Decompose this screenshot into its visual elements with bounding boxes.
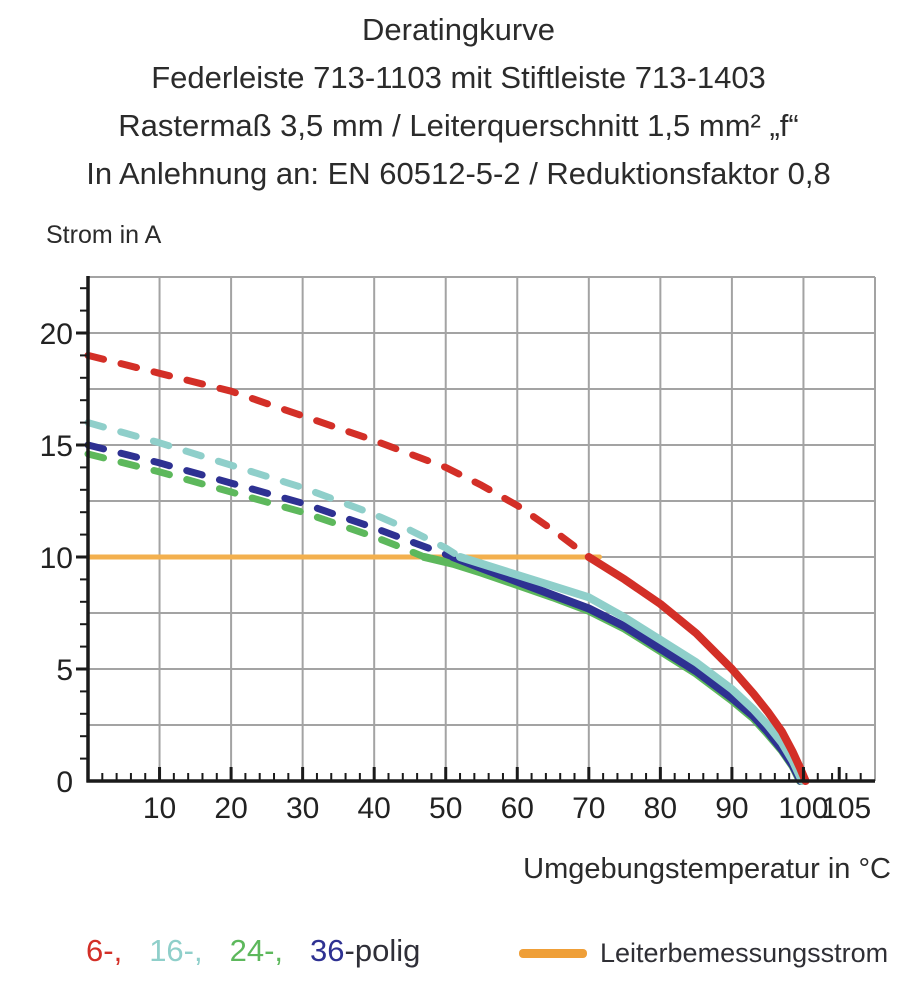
x-tick-label: 80	[644, 792, 677, 825]
chart-title-line-3: Rastermaß 3,5 mm / Leiterquerschnitt 1,5…	[118, 108, 799, 143]
x-tick-label: 90	[715, 792, 748, 825]
legend-pole-item: 36	[310, 933, 345, 968]
y-axis-title: Strom in A	[46, 221, 162, 249]
x-tick-label: 105	[821, 792, 871, 825]
legend-pole-item: 16-,	[149, 933, 203, 968]
legend-pole-item: -polig	[344, 933, 421, 968]
y-tick-label: 15	[40, 430, 73, 463]
rated-current-label: Leiterbemessungsstrom	[600, 938, 889, 968]
legend-pole-item: 6-,	[86, 933, 123, 968]
chart-title-line-1: Deratingkurve	[362, 12, 555, 47]
y-tick-label: 20	[40, 318, 73, 351]
chart-title-block: Deratingkurve Federleiste 713-1103 mit S…	[0, 6, 917, 198]
legend-rated-current: Leiterbemessungsstrom	[519, 938, 888, 969]
x-tick-label: 10	[143, 792, 176, 825]
x-tick-label: 30	[286, 792, 319, 825]
y-tick-label: 0	[56, 766, 73, 799]
6-polig-solid	[584, 553, 810, 785]
legend-pole-counts: 6-, 16-, 24-, 36-polig	[86, 933, 447, 969]
legend-pole-item: 24-,	[229, 933, 284, 968]
16-polig-solid	[456, 553, 806, 785]
y-tick-label: 5	[56, 654, 73, 687]
rated-current-line-swatch	[519, 949, 587, 958]
chart-title-line-4: In Anlehnung an: EN 60512-5-2 / Reduktio…	[86, 156, 831, 191]
x-tick-label: 100	[778, 792, 828, 825]
36-polig-dashed	[84, 441, 457, 561]
x-tick-label: 50	[429, 792, 462, 825]
chart-title-line-2: Federleiste 713-1103 mit Stiftleiste 713…	[151, 60, 766, 95]
y-tick-label: 10	[40, 542, 73, 575]
x-tick-label: 20	[214, 792, 247, 825]
x-tick-label: 70	[572, 792, 605, 825]
16-polig-dashed	[84, 419, 464, 561]
24-polig-dashed	[84, 450, 428, 561]
6-polig-dashed	[84, 351, 593, 561]
x-axis-title: Umgebungstemperatur in °C	[523, 853, 891, 885]
x-tick-label: 60	[501, 792, 534, 825]
x-tick-label: 40	[357, 792, 390, 825]
